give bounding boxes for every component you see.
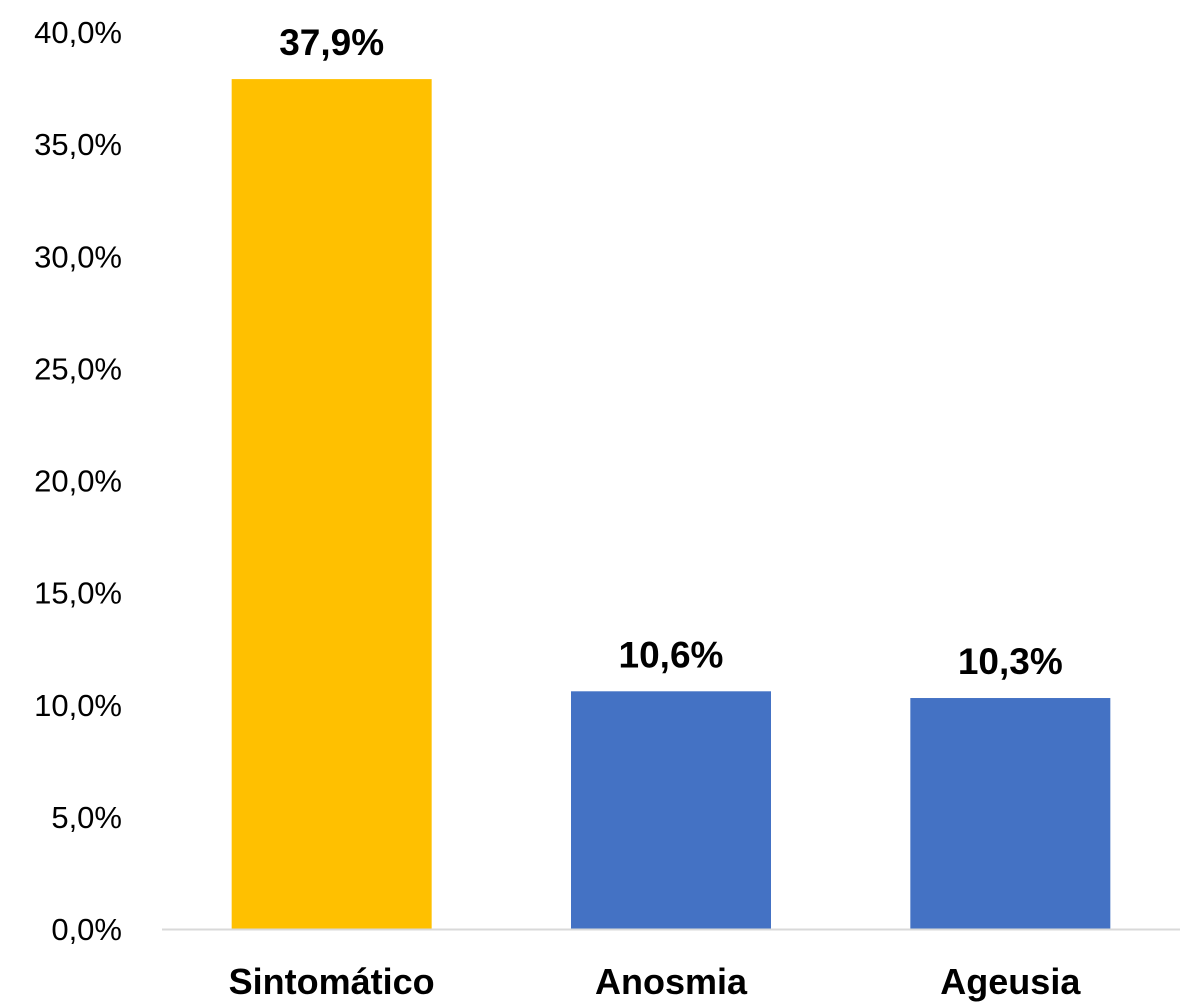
bar-ageusia	[910, 698, 1111, 929]
y-tick-label: 30,0%	[34, 239, 122, 274]
x-category-label: Sintomático	[229, 961, 435, 1002]
category-labels: Sintomático Anosmia Ageusia	[229, 961, 1082, 1002]
y-tick-label: 25,0%	[34, 351, 122, 386]
data-label: 10,6%	[619, 634, 724, 675]
y-tick-label: 15,0%	[34, 576, 122, 611]
bar-sintomatico	[231, 79, 432, 929]
y-tick-label: 10,0%	[34, 688, 122, 723]
data-labels: 37,9% 10,6% 10,3%	[279, 22, 1063, 682]
y-axis-ticks: 0,0% 5,0% 10,0% 15,0% 20,0% 25,0% 30,0% 35,0% 40…	[34, 15, 122, 947]
y-tick-label: 0,0%	[51, 912, 122, 947]
bars	[231, 79, 1111, 929]
data-label: 37,9%	[279, 22, 384, 63]
y-tick-label: 5,0%	[51, 800, 122, 835]
x-category-label: Ageusia	[940, 961, 1081, 1002]
data-label: 10,3%	[958, 641, 1063, 682]
x-category-label: Anosmia	[595, 961, 748, 1002]
y-tick-label: 20,0%	[34, 464, 122, 499]
y-tick-label: 35,0%	[34, 127, 122, 162]
bar-anosmia	[571, 691, 771, 929]
y-tick-label: 40,0%	[34, 15, 122, 50]
